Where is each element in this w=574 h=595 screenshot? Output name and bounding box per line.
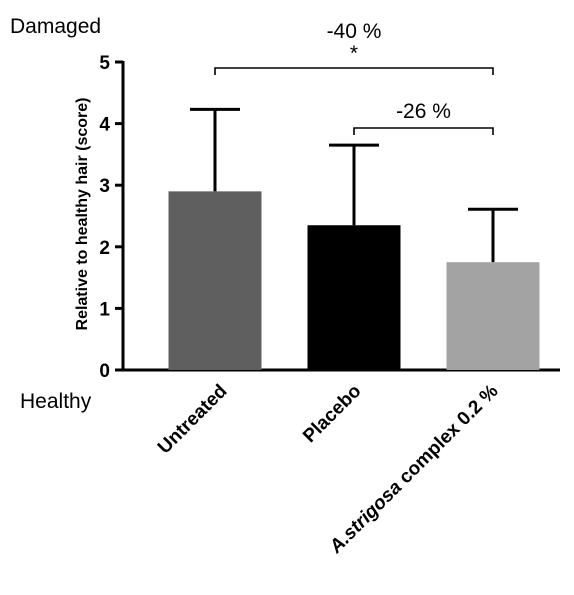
category-label: Placebo [299, 381, 365, 447]
y-axis-title: Relative to healthy hair (score) [74, 98, 91, 331]
damaged-label: Damaged [10, 15, 101, 38]
y-tick-label: 0 [99, 361, 110, 382]
y-tick-label: 5 [99, 53, 110, 74]
percent-change-label: -40 % [327, 20, 382, 43]
y-tick-label: 1 [99, 299, 110, 320]
comparison-bracket [214, 67, 494, 75]
healthy-label: Healthy [20, 390, 92, 413]
bar [168, 191, 262, 370]
y-tick-label: 3 [99, 176, 110, 197]
comparison-bracket [353, 127, 494, 135]
y-tick-label: 2 [99, 238, 110, 259]
y-ticks: 0 1 2 3 4 5 [99, 53, 123, 382]
error-bars [190, 107, 518, 263]
bar [307, 225, 401, 370]
bar [446, 262, 540, 370]
y-tick-label: 4 [99, 115, 110, 136]
bars [168, 191, 540, 370]
significance-marker: * [350, 42, 358, 65]
comparison-brackets: -40 %* -26 % [214, 20, 494, 135]
category-label: Untreated [154, 381, 232, 459]
percent-change-label: -26 % [396, 100, 451, 123]
